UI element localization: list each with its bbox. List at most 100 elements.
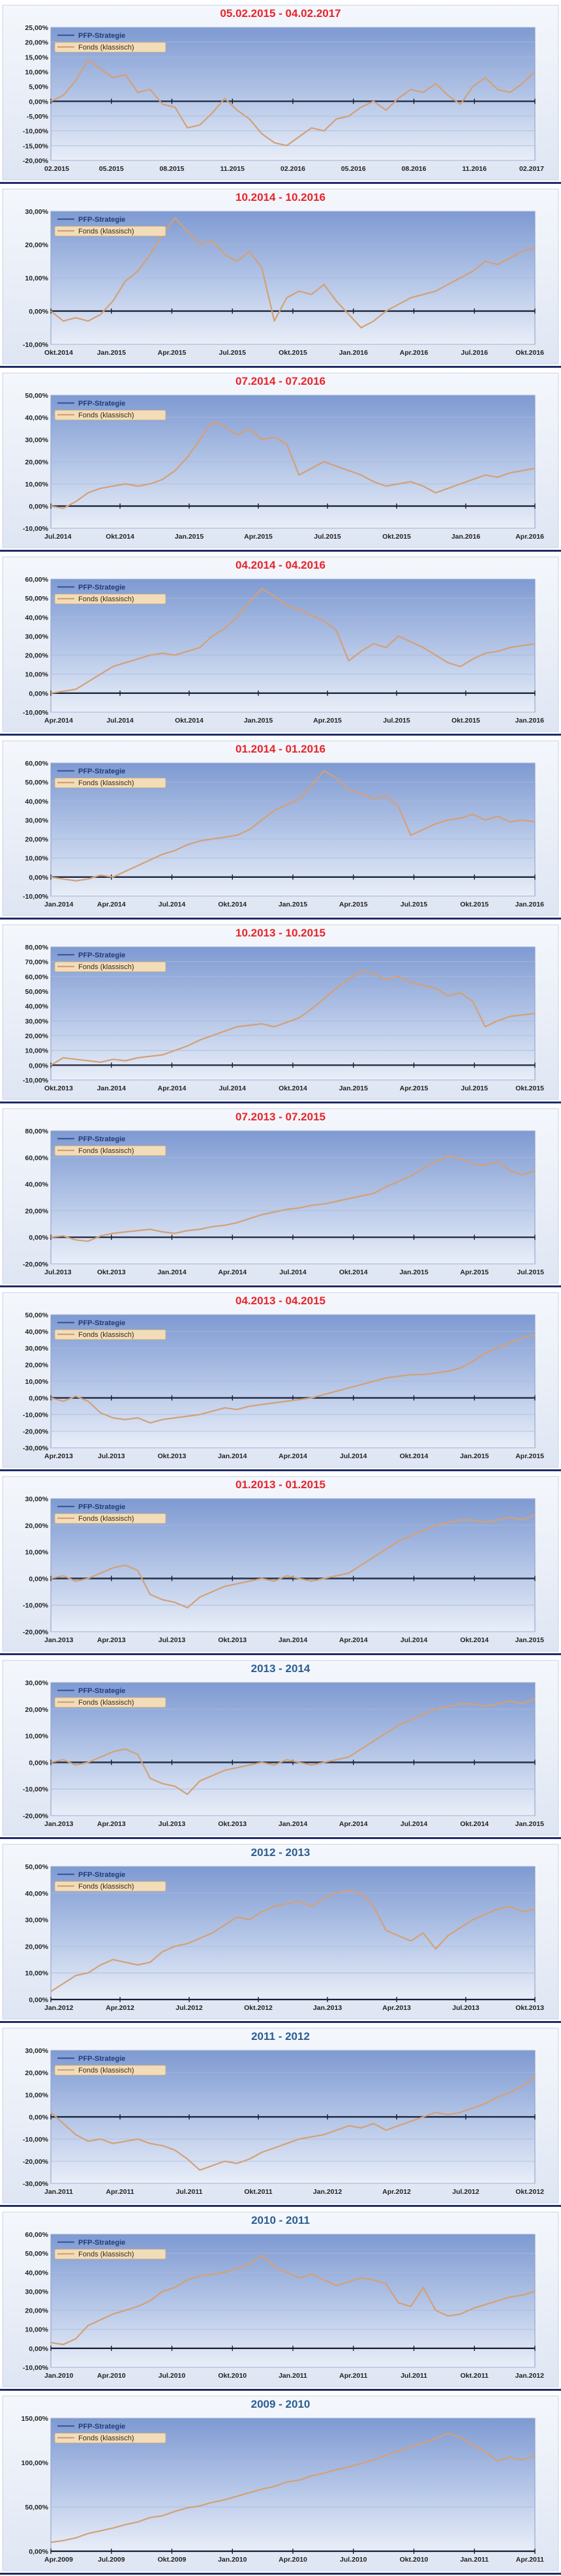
x-tick-label: Jan.2013 (44, 1636, 74, 1644)
chart-svg: 2011 - 2012 30,00% 20,00% 10,00% 0,00% -10,00… (0, 2023, 561, 2207)
x-tick-label: Apr.2015 (460, 1268, 489, 1276)
y-tick-label: 60,00% (25, 973, 48, 981)
y-tick-label: 40,00% (25, 414, 48, 422)
y-tick-label: 20,00% (25, 241, 48, 249)
y-tick-label: 0,00% (29, 503, 48, 511)
y-tick-label: 40,00% (25, 1003, 48, 1011)
x-tick-label: Okt.2013 (158, 1452, 187, 1460)
x-tick-label: Apr.2016 (515, 533, 544, 541)
legend-label: Fonds (klassisch) (78, 1883, 134, 1891)
x-tick-label: Jul.2014 (44, 533, 72, 541)
chart-panel: 10.2014 - 10.2016 30,00% 20,00% 10,00% 0,00%… (0, 184, 561, 368)
y-tick-label: 10,00% (25, 1549, 48, 1557)
legend-label: Fonds (klassisch) (78, 228, 134, 235)
y-tick-label: 10,00% (25, 481, 48, 488)
legend-label: Fonds (klassisch) (78, 963, 134, 971)
y-tick-label: 0,00% (29, 98, 48, 106)
chart-panel: 10.2013 - 10.2015 80,00% 70,00% 60,00% 50,00… (0, 920, 561, 1103)
y-tick-label: 10,00% (25, 2326, 48, 2334)
x-tick-label: Apr.2015 (313, 717, 342, 725)
chart-panel: 07.2014 - 07.2016 50,00% 40,00% 30,00% 20,00… (0, 368, 561, 552)
x-tick-label: Okt.2014 (339, 1268, 368, 1276)
legend-label: PFP-Strategie (78, 400, 125, 408)
y-tick-label: -10,00% (23, 1411, 49, 1419)
panel-divider (0, 2021, 561, 2023)
legend-label: PFP-Strategie (78, 584, 125, 592)
panel-divider (0, 734, 561, 736)
x-tick-label: Okt.2015 (515, 1085, 544, 1092)
legend-label: PFP-Strategie (78, 2239, 125, 2247)
y-tick-label: 10,00% (25, 68, 48, 76)
legend-item-background (54, 961, 166, 972)
x-tick-label: Okt.2013 (218, 1636, 247, 1644)
y-tick-label: 30,00% (25, 633, 48, 640)
y-tick-label: 50,00% (25, 988, 48, 996)
x-tick-label: Okt.2016 (515, 349, 544, 357)
x-tick-label: Apr.2013 (44, 1452, 73, 1460)
x-tick-label: Jul.2010 (159, 2372, 186, 2380)
x-tick-label: Okt.2009 (158, 2556, 187, 2564)
x-tick-label: Jan.2014 (218, 1452, 247, 1460)
y-tick-label: 20,00% (25, 39, 48, 47)
series-line-fonds-klassisch (50, 1514, 536, 1609)
x-tick-label: Apr.2014 (339, 1636, 368, 1644)
chart-title: 01.2014 - 01.2016 (235, 743, 326, 755)
x-tick-label: Okt.2013 (44, 1085, 73, 1092)
x-tick-label: Jan.2015 (515, 1820, 545, 1828)
x-tick-label: Jul.2015 (383, 717, 410, 725)
y-tick-label: -20,00% (23, 1812, 49, 1820)
y-tick-label: 30,00% (25, 1495, 48, 1503)
chart-title: 2009 - 2010 (251, 2398, 311, 2410)
y-tick-label: 80,00% (25, 1128, 48, 1135)
chart-svg: 04.2013 - 04.2015 50,00% 40,00% 30,00% 20,00… (0, 1287, 561, 1471)
x-tick-label: Jul.2014 (106, 717, 134, 725)
x-tick-label: Jan.2016 (515, 901, 545, 908)
x-tick-label: Jul.2015 (314, 533, 341, 541)
x-tick-label: Jul.2014 (219, 1085, 247, 1092)
y-tick-label: 10,00% (25, 1969, 48, 1977)
series-line-fonds-klassisch (50, 2432, 536, 2543)
x-tick-label: Apr.2012 (106, 2004, 134, 2012)
x-tick-label: 08.2016 (402, 165, 427, 173)
legend-label: PFP-Strategie (78, 951, 125, 959)
x-tick-label: 11.2016 (462, 165, 487, 173)
x-tick-label: Okt.2014 (175, 717, 204, 725)
panel-divider (0, 1837, 561, 1839)
x-tick-label: Okt.2014 (460, 1636, 489, 1644)
y-tick-label: 0,00% (29, 1062, 48, 1070)
x-tick-label: Jul.2010 (340, 2556, 367, 2564)
y-tick-label: 30,00% (25, 208, 48, 216)
x-tick-label: Jul.2011 (401, 2372, 427, 2380)
y-tick-label: 0,00% (29, 1395, 48, 1403)
chart-title: 04.2014 - 04.2016 (235, 559, 326, 571)
legend-label: Fonds (klassisch) (78, 1331, 134, 1339)
legend-label: PFP-Strategie (78, 1871, 125, 1879)
x-tick-label: Jul.2014 (159, 901, 186, 908)
chart-svg: 2013 - 2014 30,00% 20,00% 10,00% 0,00% -10,00… (0, 1655, 561, 1839)
y-tick-label: 0,00% (29, 874, 48, 882)
y-tick-label: 40,00% (25, 1328, 48, 1336)
x-tick-label: Jan.2016 (515, 717, 545, 725)
x-tick-label: Okt.2014 (279, 1085, 307, 1092)
panel-divider (0, 2573, 561, 2575)
y-tick-label: 15,00% (25, 53, 48, 61)
x-tick-label: Apr.2011 (339, 2372, 367, 2380)
x-tick-label: Apr.2015 (515, 1452, 544, 1460)
x-tick-label: Jan.2013 (44, 1820, 74, 1828)
x-tick-label: Jan.2014 (97, 1085, 127, 1092)
x-tick-label: Apr.2015 (244, 533, 273, 541)
legend-item-background (54, 593, 166, 605)
x-tick-label: Apr.2009 (44, 2556, 73, 2564)
chart-panel: 2010 - 2011 60,00% 50,00% 40,00% 30,00% 20,00… (0, 2207, 561, 2391)
panel-divider (0, 2389, 561, 2391)
x-tick-label: Jan.2011 (460, 2556, 489, 2564)
y-tick-label: 50,00% (25, 2504, 48, 2511)
y-tick-label: 50,00% (25, 1863, 48, 1871)
series-line-fonds-klassisch (50, 1334, 536, 1424)
y-tick-label: 0,00% (29, 1234, 48, 1242)
x-tick-label: Apr.2012 (382, 2188, 411, 2196)
x-tick-label: Jan.2013 (313, 2004, 342, 2012)
x-tick-label: Apr.2014 (97, 901, 126, 908)
y-tick-label: 25,00% (25, 24, 48, 32)
